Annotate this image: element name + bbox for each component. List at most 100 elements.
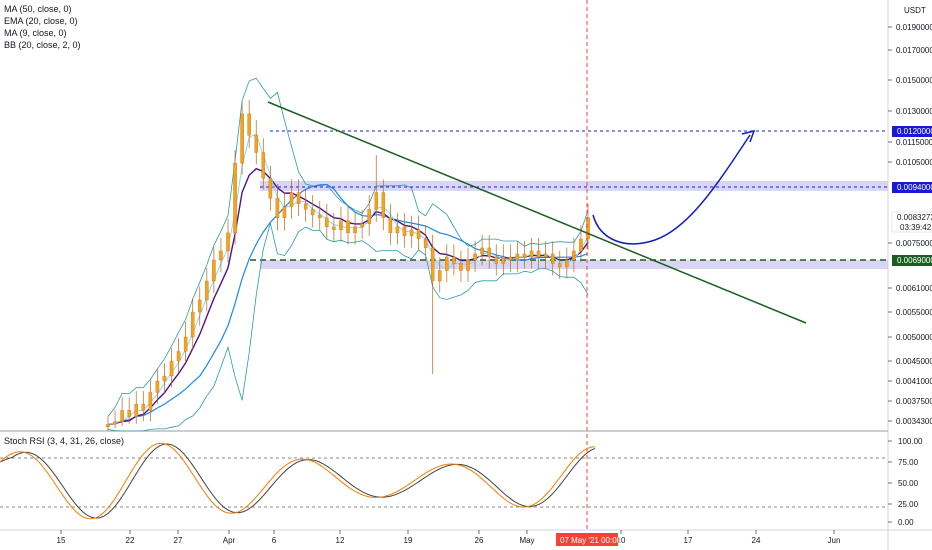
candle-body <box>233 163 237 234</box>
time-axis[interactable]: 15 22 27 Apr 6 12 19 26 May 10 17 24 Jun <box>57 530 841 545</box>
badge-level-top[interactable]: 0.0120000 <box>892 126 932 137</box>
candle-body <box>466 259 470 271</box>
candle-body <box>254 135 258 153</box>
candle-body <box>261 152 266 179</box>
price-tick-label: 0.0105000 <box>896 158 932 167</box>
projection-path[interactable] <box>592 134 751 245</box>
candle-body <box>282 206 287 218</box>
candle-body <box>219 250 223 261</box>
time-tick-label: 19 <box>404 536 413 545</box>
time-tick-label: Apr <box>223 536 236 545</box>
price-tick-label: 0.0055000 <box>896 308 932 317</box>
candle-body <box>416 229 421 240</box>
candle-body <box>494 256 498 264</box>
candle-body <box>515 253 520 261</box>
stoch-axis[interactable]: 100.00 75.00 50.00 25.00 0.00 <box>888 437 923 527</box>
candle-body <box>240 113 244 164</box>
price-tick-label: 0.0037500 <box>896 397 932 406</box>
candle-body <box>169 360 174 377</box>
candle-body <box>459 263 463 271</box>
legend-stoch[interactable]: Stoch RSI (3, 4, 31, 26, close) <box>4 436 124 446</box>
candle-body <box>296 192 301 204</box>
projection-arrowhead <box>741 129 756 143</box>
stoch-k-line <box>0 442 596 520</box>
candle-body <box>501 256 506 264</box>
candle-body <box>275 198 280 218</box>
candle-body <box>402 226 407 237</box>
candle-body <box>445 256 449 271</box>
candle-body <box>536 250 541 258</box>
price-axis[interactable]: 0.0190000 0.0170000 0.0150000 0.0130000 0.01… <box>888 23 932 426</box>
badge-current-price[interactable]: 0.0083273 03:39:42 <box>891 211 932 233</box>
candle-body <box>127 410 131 417</box>
time-tick-label: May <box>519 536 534 545</box>
candle-body <box>310 209 315 216</box>
time-tick-label: 24 <box>752 536 761 545</box>
stoch-tick-label: 0.00 <box>898 518 914 527</box>
candle-body <box>155 380 160 393</box>
candle-body <box>522 253 527 258</box>
candle-body <box>212 259 216 282</box>
candle-body <box>141 403 146 411</box>
legend-ema20[interactable]: EMA (20, close, 0) <box>4 16 78 26</box>
price-tick-label: 0.0045000 <box>896 357 932 366</box>
price-tick-label: 0.0130000 <box>896 107 932 116</box>
cursor-time-badge: 07 May '21 00:00 <box>556 533 622 546</box>
candle-body <box>572 250 576 261</box>
badge-level-mid[interactable]: 0.0094000 <box>892 182 932 193</box>
candle-body <box>106 424 110 428</box>
legend-bb[interactable]: BB (20, close, 2, 0) <box>4 40 81 50</box>
badge-level-mid-text: 0.0094000 <box>897 183 932 192</box>
price-tick-label: 0.0041000 <box>896 377 932 386</box>
candle-body <box>579 238 583 252</box>
candlesticks <box>106 100 590 431</box>
descending-trendline[interactable] <box>267 101 807 324</box>
price-tick-label: 0.0115000 <box>896 138 932 147</box>
candle-body <box>452 256 456 264</box>
candle-body <box>113 421 117 425</box>
candle-body <box>268 178 273 199</box>
price-tick-label: 0.0075000 <box>896 239 932 248</box>
time-tick-label: 12 <box>336 536 345 545</box>
candle-body <box>120 410 124 422</box>
candle-body <box>480 247 484 255</box>
candle-body <box>543 253 548 258</box>
price-tick-label: 0.0150000 <box>896 76 932 85</box>
price-tick-label: 0.0170000 <box>896 46 932 55</box>
candle-body <box>176 351 181 362</box>
stoch-tick-label: 25.00 <box>898 500 919 509</box>
badge-level-top-text: 0.0120000 <box>897 127 932 136</box>
candle-body <box>339 220 343 231</box>
candle-body <box>162 375 167 382</box>
stoch-rsi <box>0 442 596 520</box>
candle-body <box>423 238 428 249</box>
cursor-time-text: 07 May '21 00:00 <box>560 536 622 545</box>
countdown-text: 03:39:42 <box>900 223 932 232</box>
candle-body <box>318 214 322 218</box>
candle-body <box>430 247 435 282</box>
time-tick-label: 27 <box>174 536 183 545</box>
candle-body <box>529 250 534 258</box>
time-tick-label: 10 <box>617 536 626 545</box>
candle-body <box>325 217 329 228</box>
candle-body <box>508 256 513 261</box>
time-tick-label: 26 <box>475 536 484 545</box>
candle-body <box>346 220 350 234</box>
resistance-zone[interactable] <box>260 181 888 191</box>
candle-body <box>134 403 138 417</box>
candle-body <box>558 263 562 268</box>
price-tick-label: 0.0061000 <box>896 284 932 293</box>
candle-body <box>565 259 569 268</box>
candle-body <box>388 217 393 234</box>
candle-body <box>550 253 555 264</box>
candle-body <box>190 311 195 338</box>
badge-level-support[interactable]: 0.0069000 <box>892 255 932 266</box>
legend-ma50[interactable]: MA (50, close, 0) <box>4 4 72 14</box>
candle-body <box>487 247 491 258</box>
candle-body <box>360 223 364 228</box>
legend-ma9[interactable]: MA (9, close, 0) <box>4 28 67 38</box>
price-tick-label: 0.0190000 <box>896 23 932 32</box>
candle-body <box>438 270 442 282</box>
price-tick-label: 0.0034300 <box>896 417 932 426</box>
